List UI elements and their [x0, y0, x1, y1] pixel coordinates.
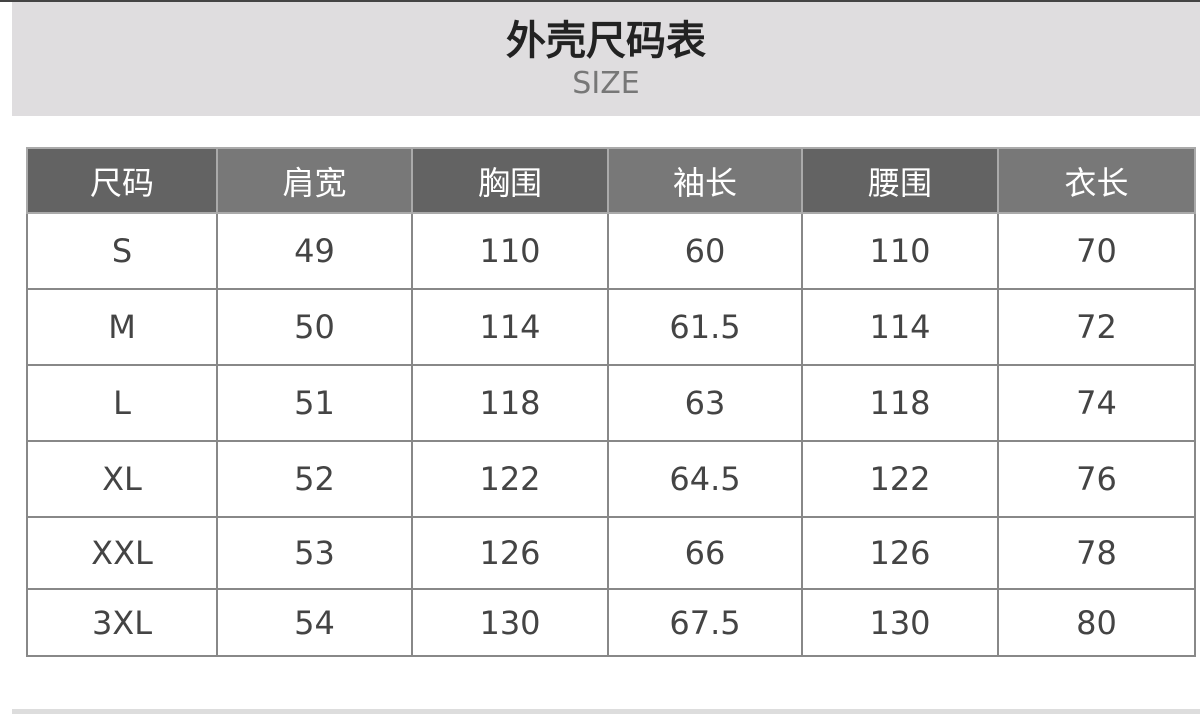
table-cell: 118	[801, 364, 999, 442]
table-row: XXL 53 126 66 126 78	[26, 516, 1196, 590]
page-title: 外壳尺码表	[506, 18, 706, 64]
table-cell: 122	[801, 440, 999, 518]
table-cell: 110	[801, 212, 999, 290]
column-header: 尺码	[26, 147, 218, 214]
table-cell: 126	[801, 516, 999, 590]
table-cell: M	[26, 288, 218, 366]
table-cell: L	[26, 364, 218, 442]
table-cell: 67.5	[607, 588, 803, 657]
table-cell: 53	[216, 516, 413, 590]
table-cell: 126	[411, 516, 609, 590]
table-row: L 51 118 63 118 74	[26, 364, 1196, 442]
table-cell: 114	[411, 288, 609, 366]
table-header-row: 尺码 肩宽 胸围 袖长 腰围 衣长	[26, 147, 1196, 214]
table-cell: 66	[607, 516, 803, 590]
column-header: 衣长	[997, 147, 1196, 214]
table-cell: 118	[411, 364, 609, 442]
table-cell: 130	[801, 588, 999, 657]
table-cell: 49	[216, 212, 413, 290]
table-cell: 64.5	[607, 440, 803, 518]
table-cell: 54	[216, 588, 413, 657]
table-cell: 122	[411, 440, 609, 518]
table-row: S 49 110 60 110 70	[26, 212, 1196, 290]
table-cell: 61.5	[607, 288, 803, 366]
table-cell: 80	[997, 588, 1196, 657]
table-cell: 130	[411, 588, 609, 657]
table-cell: 52	[216, 440, 413, 518]
title-banner: 外壳尺码表 SIZE	[12, 2, 1200, 116]
table-row: M 50 114 61.5 114 72	[26, 288, 1196, 366]
table-cell: 114	[801, 288, 999, 366]
table-cell: 50	[216, 288, 413, 366]
bottom-divider	[12, 709, 1200, 714]
page-subtitle: SIZE	[572, 66, 640, 101]
table-cell: S	[26, 212, 218, 290]
table-row: 3XL 54 130 67.5 130 80	[26, 588, 1196, 657]
column-header: 腰围	[801, 147, 999, 214]
column-header: 袖长	[607, 147, 803, 214]
table-cell: 74	[997, 364, 1196, 442]
table-cell: XL	[26, 440, 218, 518]
table-cell: 110	[411, 212, 609, 290]
table-cell: 51	[216, 364, 413, 442]
table-cell: 78	[997, 516, 1196, 590]
column-header: 胸围	[411, 147, 609, 214]
table-cell: XXL	[26, 516, 218, 590]
table-row: XL 52 122 64.5 122 76	[26, 440, 1196, 518]
table-cell: 63	[607, 364, 803, 442]
table-cell: 72	[997, 288, 1196, 366]
column-header: 肩宽	[216, 147, 413, 214]
table-cell: 70	[997, 212, 1196, 290]
top-divider	[0, 0, 1200, 2]
table-cell: 60	[607, 212, 803, 290]
table-cell: 3XL	[26, 588, 218, 657]
size-table: 尺码 肩宽 胸围 袖长 腰围 衣长 S 49 110 60 110 70 M 50 114 61.5 114 7…	[26, 147, 1196, 657]
table-cell: 76	[997, 440, 1196, 518]
